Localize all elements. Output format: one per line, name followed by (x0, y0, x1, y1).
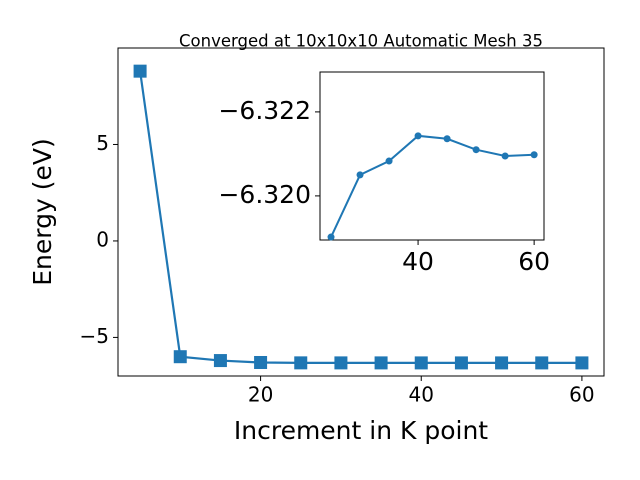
x-tick-label: 40 (402, 247, 434, 276)
marker (472, 146, 480, 154)
y-tick-label: 0 (96, 227, 109, 251)
marker (495, 356, 509, 370)
marker (173, 350, 187, 364)
x-axis-label: Increment in K point (234, 416, 488, 445)
marker (213, 354, 227, 368)
marker (575, 356, 589, 370)
y-tick-label: −6.322 (218, 96, 311, 125)
marker (356, 171, 364, 179)
y-tick-label: −5 (80, 324, 109, 348)
x-tick-label: 20 (248, 383, 273, 407)
x-tick-label: 40 (409, 383, 434, 407)
marker (454, 356, 468, 370)
marker (501, 152, 509, 160)
marker (294, 356, 308, 370)
marker (334, 356, 348, 370)
y-axis-label: Energy (eV) (28, 138, 57, 285)
marker (530, 151, 538, 159)
marker (414, 132, 422, 140)
marker (414, 356, 428, 370)
x-tick-label: 60 (569, 383, 594, 407)
marker (327, 233, 335, 241)
series-line (139, 70, 582, 365)
marker (254, 355, 268, 369)
marker (385, 157, 393, 165)
chart-title: Converged at 10x10x10 Automatic Mesh 35 (179, 32, 543, 51)
marker (535, 356, 549, 370)
marker (133, 64, 147, 78)
y-tick-label: 5 (96, 131, 109, 155)
series-line (330, 134, 535, 238)
x-tick-label: 60 (518, 247, 550, 276)
marker (443, 135, 451, 143)
marker (374, 356, 388, 370)
y-tick-label: −6.320 (218, 180, 311, 209)
